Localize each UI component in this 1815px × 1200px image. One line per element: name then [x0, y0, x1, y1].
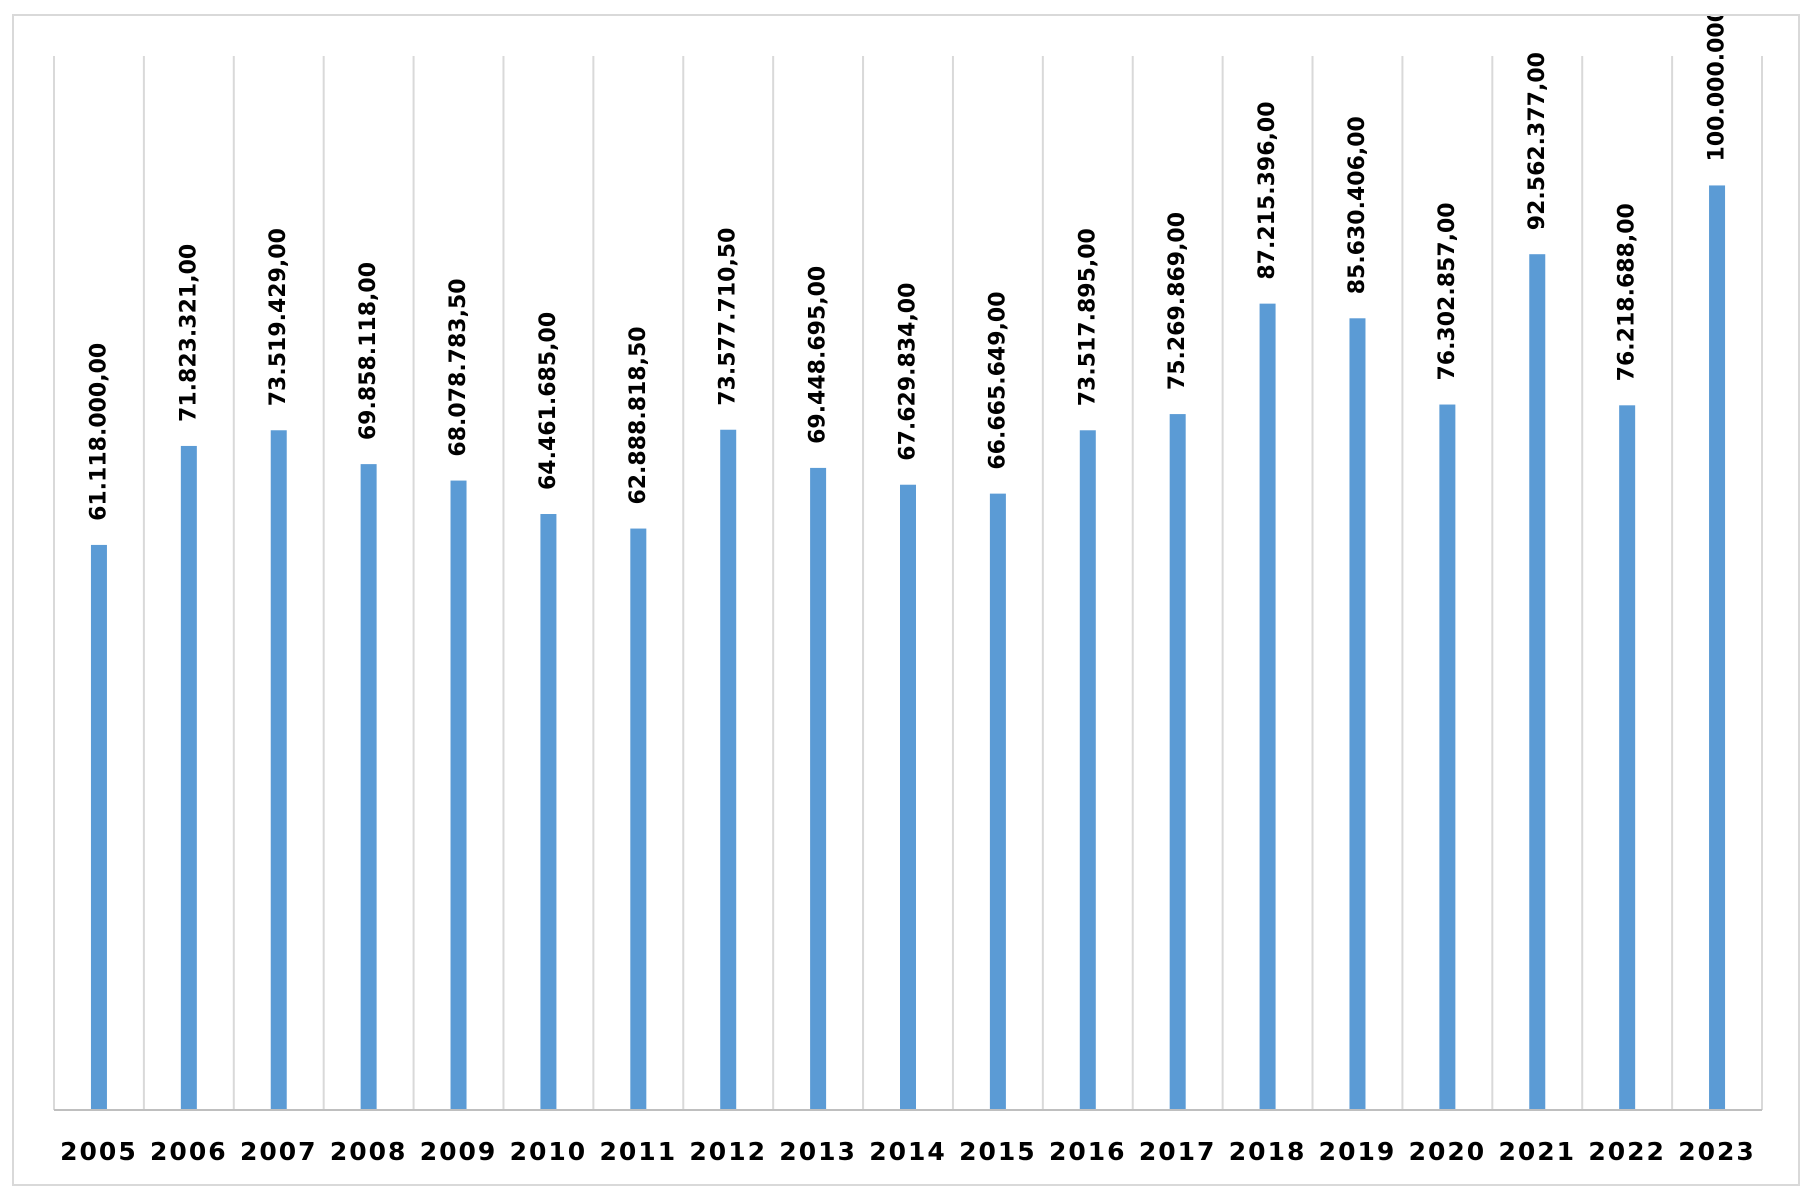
data-label-2020: 76.302.857,00 [1435, 202, 1460, 380]
x-tick-labels: 2005 2006 2007 2008 2009 2010 2011 2012 2013 2014… [60, 1137, 1756, 1166]
bar-chart: 2005 2006 2007 2008 2009 2010 2011 2012 2013 2014… [53, 16, 1763, 1166]
bar-2009 [450, 480, 467, 1111]
bars [90, 185, 1726, 1111]
bar-2014 [900, 484, 916, 1110]
bar-2016 [1079, 430, 1096, 1110]
data-label-2007: 73.519.429,00 [266, 228, 291, 406]
data-label-2005: 61.118.000,00 [86, 343, 111, 521]
x-tick-label-2010: 2010 [510, 1137, 588, 1166]
bar-2018 [1259, 303, 1276, 1110]
x-tick-label-2018: 2018 [1229, 1137, 1307, 1166]
bar-2015 [989, 493, 1006, 1110]
bar-2023 [1709, 185, 1726, 1110]
bar-2005 [90, 544, 107, 1110]
data-label-2014: 67.629.834,00 [896, 283, 921, 461]
data-label-2021: 92.562.377,00 [1525, 52, 1550, 230]
x-tick-label-2008: 2008 [330, 1137, 408, 1166]
data-labels: 61.118.000,00 71.823.321,00 73.519.429,00 6… [86, 16, 1729, 521]
x-tick-label-2007: 2007 [240, 1137, 318, 1166]
data-label-2023: 100.000.000,00 [1705, 16, 1730, 161]
data-label-2013: 69.448.695,00 [806, 266, 831, 444]
x-tick-label-2011: 2011 [600, 1137, 678, 1166]
gridlines [53, 56, 1763, 1110]
bar-2012 [720, 429, 737, 1110]
x-tick-label-2016: 2016 [1049, 1137, 1127, 1166]
x-tick-label-2019: 2019 [1319, 1137, 1397, 1166]
x-tick-label-2017: 2017 [1139, 1137, 1217, 1166]
bar-2022 [1619, 405, 1636, 1111]
data-label-2006: 71.823.321,00 [176, 244, 201, 422]
bar-2007 [270, 430, 287, 1111]
data-label-2022: 76.218.688,00 [1615, 203, 1640, 381]
x-tick-label-2013: 2013 [779, 1137, 857, 1166]
data-label-2010: 64.461.685,00 [536, 312, 561, 490]
x-tick-label-2014: 2014 [869, 1137, 947, 1166]
data-label-2017: 75.269.869,00 [1165, 212, 1190, 390]
data-label-2018: 87.215.396,00 [1255, 101, 1280, 279]
data-label-2008: 69.858.118,00 [356, 262, 381, 440]
bar-2010 [540, 514, 557, 1110]
bar-2013 [810, 467, 827, 1110]
bar-2020 [1439, 404, 1456, 1111]
x-tick-label-2012: 2012 [689, 1137, 767, 1166]
bar-2021 [1529, 254, 1546, 1111]
bar-2008 [360, 464, 377, 1111]
x-tick-label-2006: 2006 [150, 1137, 228, 1166]
x-tick-label-2022: 2022 [1588, 1137, 1666, 1166]
data-label-2019: 85.630.406,00 [1345, 116, 1370, 294]
x-tick-label-2009: 2009 [420, 1137, 498, 1166]
data-label-2015: 66.665.649,00 [985, 291, 1010, 469]
bar-2011 [630, 528, 647, 1110]
data-label-2009: 68.078.783,50 [446, 278, 471, 456]
x-tick-label-2015: 2015 [959, 1137, 1037, 1166]
x-tick-label-2005: 2005 [60, 1137, 138, 1166]
x-tick-label-2023: 2023 [1678, 1137, 1756, 1166]
chart-frame: 2005 2006 2007 2008 2009 2010 2011 2012 2013 2014… [12, 14, 1800, 1186]
data-label-2011: 62.888.818,50 [626, 326, 651, 504]
bar-2019 [1349, 318, 1366, 1110]
data-label-2016: 73.517.895,00 [1075, 228, 1100, 406]
x-tick-label-2021: 2021 [1498, 1137, 1576, 1166]
data-label-2012: 73.577.710,50 [716, 228, 741, 406]
x-tick-label-2020: 2020 [1409, 1137, 1487, 1166]
bar-2006 [180, 445, 197, 1110]
bar-2017 [1169, 414, 1186, 1110]
